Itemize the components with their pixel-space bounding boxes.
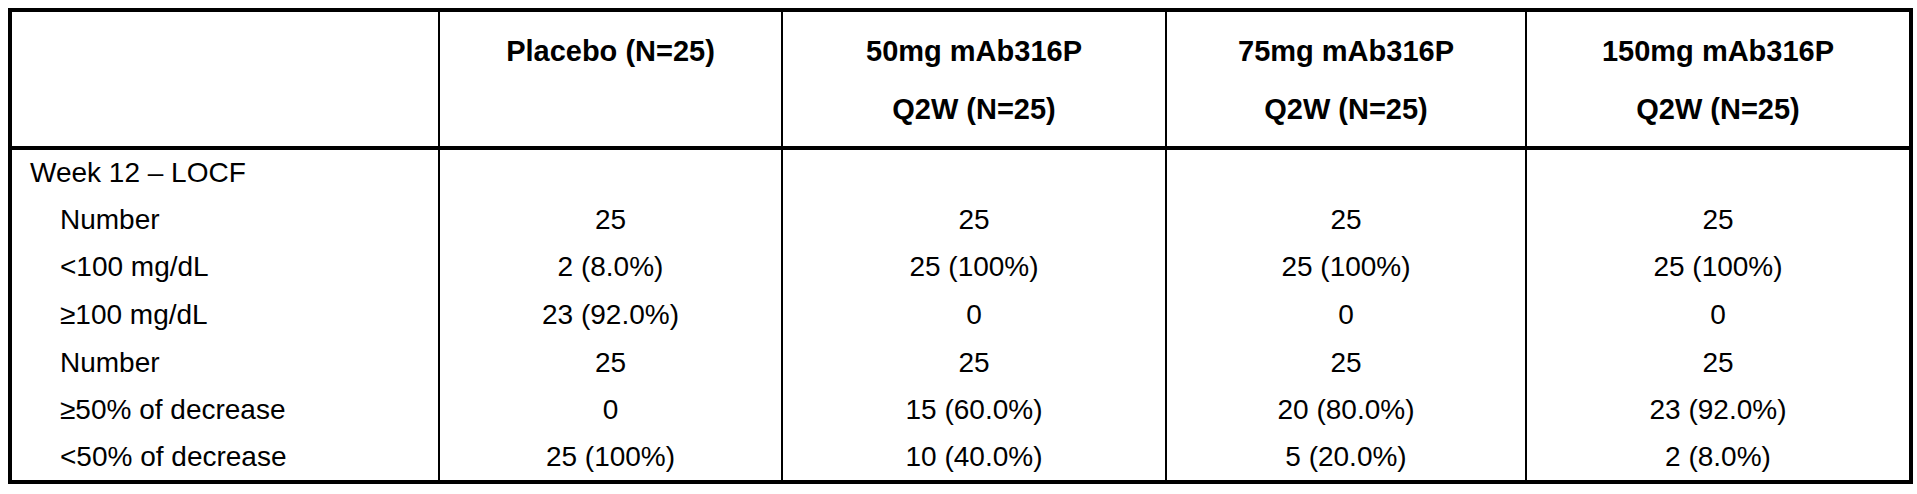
cell-value: 25 — [1526, 196, 1911, 244]
cell-value: 25 — [439, 196, 782, 244]
header-line2 — [12, 80, 438, 138]
row-label: Number — [10, 196, 439, 244]
cell-value: 25 (100%) — [782, 243, 1166, 291]
row-label: ≥50% of decrease — [10, 387, 439, 435]
cell-value: 25 — [782, 196, 1166, 244]
cell-value: 2 (8.0%) — [1526, 434, 1911, 482]
cell-value: 23 (92.0%) — [1526, 387, 1911, 435]
cell-value — [439, 148, 782, 196]
header-line1: 50mg mAb316P — [783, 22, 1165, 80]
cell-value: 25 (100%) — [439, 434, 782, 482]
table-row-week12-locf: Week 12 – LOCF — [10, 148, 1911, 196]
column-header-50mg: 50mg mAb316P Q2W (N=25) — [782, 10, 1166, 148]
cell-value: 20 (80.0%) — [1166, 387, 1526, 435]
header-row: Placebo (N=25) 50mg mAb316P Q2W (N=25) 7… — [10, 10, 1911, 148]
cell-value: 0 — [439, 387, 782, 435]
column-header-placebo: Placebo (N=25) — [439, 10, 782, 148]
header-line1: Placebo (N=25) — [440, 22, 781, 80]
table-row-number-1: Number 25 25 25 25 — [10, 196, 1911, 244]
column-header-150mg: 150mg mAb316P Q2W (N=25) — [1526, 10, 1911, 148]
row-label: ≥100 mg/dL — [10, 291, 439, 339]
cell-value: 5 (20.0%) — [1166, 434, 1526, 482]
cell-value: 0 — [782, 291, 1166, 339]
cell-value: 25 — [439, 339, 782, 387]
cell-value: 25 (100%) — [1166, 243, 1526, 291]
row-label: <50% of decrease — [10, 434, 439, 482]
cell-value: 10 (40.0%) — [782, 434, 1166, 482]
table-row-ge50-decrease: ≥50% of decrease 0 15 (60.0%) 20 (80.0%)… — [10, 387, 1911, 435]
cell-value: 25 (100%) — [1526, 243, 1911, 291]
cell-value: 25 — [1166, 339, 1526, 387]
cell-value: 0 — [1526, 291, 1911, 339]
table-row-lt100: <100 mg/dL 2 (8.0%) 25 (100%) 25 (100%) … — [10, 243, 1911, 291]
header-line2 — [440, 80, 781, 138]
results-table: Placebo (N=25) 50mg mAb316P Q2W (N=25) 7… — [8, 8, 1913, 484]
row-label: <100 mg/dL — [10, 243, 439, 291]
cell-value: 25 — [1526, 339, 1911, 387]
table-body: Week 12 – LOCF Number 25 25 25 25 <100 m… — [10, 148, 1911, 482]
table-row-ge100: ≥100 mg/dL 23 (92.0%) 0 0 0 — [10, 291, 1911, 339]
cell-value: 0 — [1166, 291, 1526, 339]
header-line2: Q2W (N=25) — [1527, 80, 1909, 138]
cell-value: 23 (92.0%) — [439, 291, 782, 339]
header-line1: 75mg mAb316P — [1167, 22, 1525, 80]
cell-value — [782, 148, 1166, 196]
header-line1: 150mg mAb316P — [1527, 22, 1909, 80]
cell-value: 25 — [1166, 196, 1526, 244]
column-header-75mg: 75mg mAb316P Q2W (N=25) — [1166, 10, 1526, 148]
document-page: Placebo (N=25) 50mg mAb316P Q2W (N=25) 7… — [0, 0, 1917, 494]
table-row-lt50-decrease: <50% of decrease 25 (100%) 10 (40.0%) 5 … — [10, 434, 1911, 482]
table-header: Placebo (N=25) 50mg mAb316P Q2W (N=25) 7… — [10, 10, 1911, 148]
column-header-empty — [10, 10, 439, 148]
header-line1 — [12, 22, 438, 80]
header-line2: Q2W (N=25) — [1167, 80, 1525, 138]
cell-value: 25 — [782, 339, 1166, 387]
row-label: Number — [10, 339, 439, 387]
table-row-number-2: Number 25 25 25 25 — [10, 339, 1911, 387]
cell-value — [1166, 148, 1526, 196]
header-line2: Q2W (N=25) — [783, 80, 1165, 138]
cell-value: 15 (60.0%) — [782, 387, 1166, 435]
cell-value — [1526, 148, 1911, 196]
cell-value: 2 (8.0%) — [439, 243, 782, 291]
row-label: Week 12 – LOCF — [10, 148, 439, 196]
